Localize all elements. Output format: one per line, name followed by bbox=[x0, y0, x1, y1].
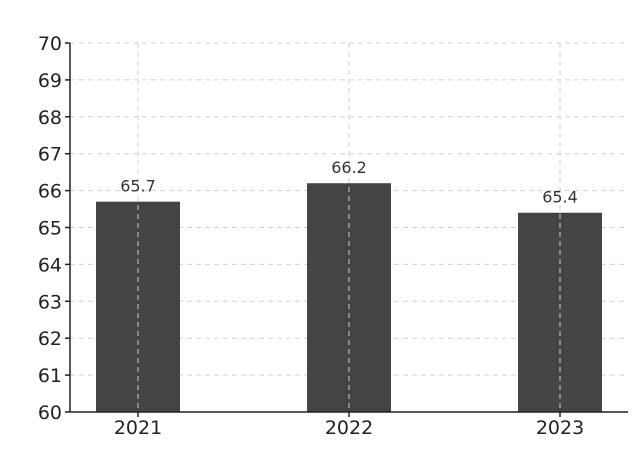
bar-value-label: 66.2 bbox=[331, 158, 367, 177]
y-tick-label: 69 bbox=[38, 70, 62, 92]
y-tick-label: 67 bbox=[38, 144, 62, 166]
label-layer: 60 61 62 63 64 65 66 67 68 69 70 2021 2022 2023 65.7 66… bbox=[38, 33, 584, 439]
axis-layer bbox=[65, 42, 628, 417]
y-tick-label: 64 bbox=[38, 254, 62, 276]
x-tick-label: 2021 bbox=[114, 417, 162, 439]
y-tick-label: 65 bbox=[38, 218, 62, 240]
x-tick-label: 2022 bbox=[325, 417, 373, 439]
y-tick-label: 66 bbox=[38, 181, 62, 203]
x-tick-label: 2023 bbox=[536, 417, 584, 439]
bar-value-label: 65.7 bbox=[120, 177, 156, 196]
bar-value-label: 65.4 bbox=[542, 188, 578, 207]
y-tick-label: 62 bbox=[38, 328, 62, 350]
y-tick-label: 60 bbox=[38, 402, 62, 424]
y-tick-label: 68 bbox=[38, 107, 62, 129]
y-tick-label: 63 bbox=[38, 291, 62, 313]
y-tick-label: 61 bbox=[38, 365, 62, 387]
y-tick-label: 70 bbox=[38, 33, 62, 55]
